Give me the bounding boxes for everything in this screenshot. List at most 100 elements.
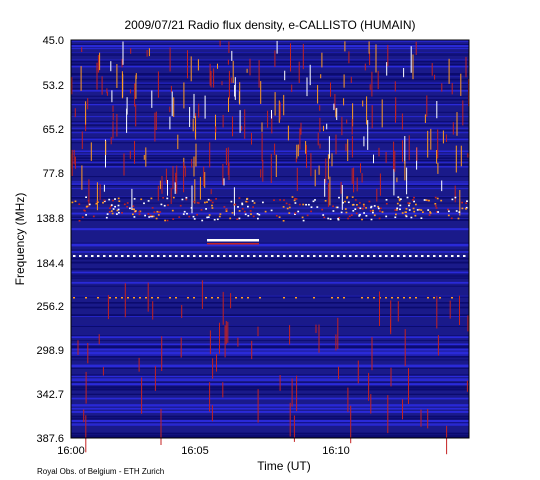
emission-speckle: [236, 218, 239, 220]
emission-streak: [110, 136, 112, 145]
emission-streak: [74, 108, 76, 118]
emission-speckle: [278, 216, 281, 218]
emission-speckle: [410, 216, 413, 219]
interference-dot: [157, 255, 160, 257]
emission-speckle: [285, 202, 288, 205]
emission-streak: [452, 122, 454, 135]
interference-dot: [331, 255, 334, 257]
background-band: [71, 90, 469, 92]
emission-speckle: [238, 217, 241, 220]
emission-speckle: [282, 206, 285, 208]
interference-dot: [331, 297, 333, 299]
emission-streak: [260, 169, 262, 178]
faint-streak: [138, 357, 140, 372]
faint-streak: [181, 305, 183, 318]
interference-dot: [253, 255, 256, 257]
faint-streak: [152, 301, 154, 320]
emission-speckle: [429, 211, 431, 213]
emission-speckle: [132, 213, 134, 216]
emission-streak: [278, 100, 280, 123]
faint-streak: [289, 402, 291, 437]
emission-speckle: [149, 214, 152, 217]
emission-streak: [111, 90, 113, 103]
emission-streak: [351, 168, 353, 184]
faint-streak: [161, 336, 163, 371]
emission-streak: [121, 71, 123, 99]
emission-streak: [275, 154, 277, 177]
emission-speckle: [167, 204, 169, 206]
emission-streak: [436, 150, 438, 164]
emission-streak: [165, 168, 167, 184]
background-band: [71, 335, 469, 337]
emission-streak: [71, 77, 73, 95]
background-band: [71, 202, 469, 204]
emission-streak: [460, 145, 462, 167]
background-band: [71, 258, 469, 260]
emission-streak: [161, 176, 163, 194]
faint-streak: [279, 375, 281, 391]
faint-streak: [466, 380, 468, 392]
emission-speckle: [231, 212, 234, 214]
interference-dot: [211, 255, 214, 257]
emission-speckle: [88, 203, 91, 206]
emission-streak: [356, 177, 358, 192]
emission-speckle: [323, 216, 326, 219]
background-band: [71, 184, 469, 187]
interference-dot: [409, 297, 411, 299]
background-band: [71, 212, 469, 215]
interference-dot: [283, 255, 286, 257]
emission-streak: [222, 163, 224, 185]
faint-streak: [257, 326, 259, 337]
background-band: [71, 154, 469, 156]
background-band: [71, 164, 469, 166]
emission-speckle: [244, 213, 247, 216]
faint-streak: [371, 337, 373, 371]
emission-streak: [367, 120, 369, 150]
interference-dot: [415, 255, 418, 257]
background-band: [71, 83, 469, 86]
narrowband-burst: [207, 239, 259, 242]
emission-streak: [126, 108, 128, 133]
interference-dot: [391, 255, 394, 257]
emission-streak: [112, 113, 114, 121]
emission-streak: [456, 112, 458, 136]
emission-speckle: [379, 207, 382, 210]
emission-streak: [228, 70, 230, 99]
emission-speckle: [110, 205, 112, 207]
emission-streak: [146, 50, 148, 57]
emission-streak: [210, 71, 212, 88]
emission-streak: [151, 90, 153, 108]
background-band: [71, 375, 469, 376]
emission-speckle: [345, 211, 348, 214]
emission-streak: [197, 59, 199, 71]
emission-streak: [364, 63, 366, 71]
background-band: [71, 150, 469, 152]
emission-streak: [176, 165, 178, 194]
background-band: [71, 418, 469, 420]
emission-speckle: [291, 196, 294, 198]
emission-streak: [368, 41, 370, 54]
emission-speckle: [185, 196, 188, 199]
faint-streak: [347, 387, 349, 412]
background-band: [71, 44, 469, 45]
emission-streak: [232, 60, 234, 83]
emission-speckle: [305, 203, 307, 206]
emission-streak: [375, 44, 377, 73]
background-band: [71, 261, 469, 264]
emission-streak: [195, 143, 197, 167]
emission-speckle: [206, 216, 209, 219]
emission-streak: [376, 188, 378, 202]
emission-streak: [81, 47, 83, 52]
interference-dot: [109, 297, 111, 299]
emission-streak: [387, 44, 389, 67]
faint-streak: [141, 377, 143, 414]
emission-streak: [88, 179, 90, 207]
emission-speckle: [372, 209, 374, 212]
emission-speckle: [132, 208, 135, 210]
emission-streak: [406, 167, 408, 195]
emission-streak: [157, 185, 159, 201]
background-band: [71, 121, 469, 124]
emission-streak: [173, 97, 175, 117]
emission-speckle: [434, 205, 437, 207]
background-band: [71, 397, 469, 400]
